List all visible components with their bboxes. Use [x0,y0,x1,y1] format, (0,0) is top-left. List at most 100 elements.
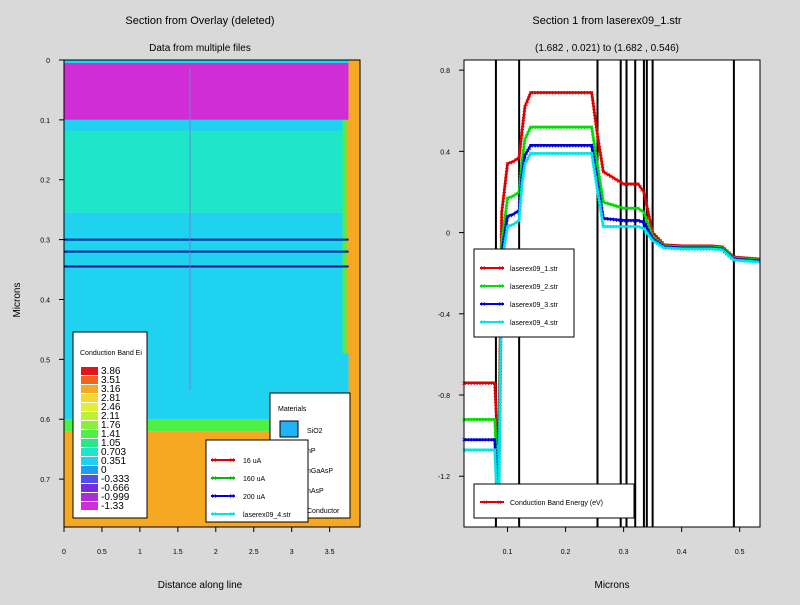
curve-marker: × [575,141,580,150]
curve-marker: × [470,446,475,455]
curve-marker: × [610,223,615,232]
curve-marker: × [729,254,734,263]
curve-marker: × [557,123,562,132]
curve-marker: × [505,194,510,203]
curve-marker: × [493,463,498,472]
curve-marker: × [743,257,748,266]
curve-marker: × [590,126,595,135]
curve-marker: × [597,143,602,152]
curve-marker: × [594,125,599,134]
curve-marker: × [552,141,557,150]
colorbar-swatch [81,412,98,420]
curve-marker: × [527,126,532,135]
right-plot-frame [463,59,761,528]
curve-marker: × [618,203,623,212]
curve-marker: × [498,352,503,361]
material-label: SiO2 [307,428,323,435]
curve-marker: × [549,141,554,150]
curve-marker: × [591,104,596,113]
curve-marker: × [596,137,601,146]
curve-marker: × [522,141,527,150]
curve-marker: × [642,218,647,227]
right-y-tick-label: 0 [446,231,450,238]
curve-marker: × [495,466,500,475]
curve-marker: × [502,218,507,227]
curve-marker: × [511,210,516,219]
curve-marker: × [493,430,498,439]
curve-marker: × [528,149,533,158]
curve-marker: × [642,188,647,197]
curve-marker: × [604,223,609,232]
curve-marker: × [630,216,635,225]
curve-marker: × [647,229,652,238]
heatmap-edge-stripe [346,119,350,354]
curve-marker: × [493,418,498,427]
curve-marker: × [482,379,487,388]
colorbar-level-label: -0.666 [101,483,130,494]
curve-marker: × [473,415,478,424]
curve-marker: × [711,245,716,254]
curve-marker: × [521,146,526,155]
left-plot-subtitle: Data from multiple files [149,43,251,54]
curve-marker: × [531,89,536,98]
colorbar-swatch [81,475,98,483]
curve-marker: × [514,208,519,217]
curve-marker: × [575,123,580,132]
curve-marker: × [493,460,498,469]
curve-marker: × [497,454,502,463]
curve-marker: × [534,141,539,150]
colorbar-swatch [81,385,98,393]
curve-marker: × [511,192,516,201]
curve-marker: × [594,180,599,189]
right-y-tick-label: -0.4 [438,312,450,319]
curve-marker: × [717,246,722,255]
curve-marker: × [497,442,502,451]
curve-marker: × [504,166,509,175]
curve-marker: × [521,171,526,180]
curve-marker: × [534,149,539,158]
curve-marker: × [494,475,499,484]
right-y-tick-label: -0.8 [438,393,450,400]
series-legend-box [205,439,309,523]
curve-marker: × [593,174,598,183]
curve-marker: × [520,152,525,161]
curve-marker: × [646,227,651,236]
curve-marker: × [593,163,598,172]
curve-marker: × [497,478,502,487]
curve-marker: × [563,89,568,98]
left-x-tick-label: 0.5 [97,549,107,556]
curve-marker: × [498,403,503,412]
curve-marker: × [640,185,645,194]
curve-marker: × [493,385,498,394]
curve-marker: × [525,155,530,164]
curve-marker: × [493,433,498,442]
curve-marker: × [508,193,513,202]
curve-marker: × [591,101,596,110]
heatmap-region [64,131,349,213]
curve-marker: × [668,244,673,253]
curve-marker: × [498,334,503,343]
curve-marker: × [502,215,507,224]
curve-marker: × [660,242,665,251]
curve-marker: × [476,446,481,455]
curve-marker: × [619,178,624,187]
curve-marker: × [527,91,532,100]
curve-marker: × [519,161,524,170]
curve-marker: × [517,210,522,219]
curve-marker: × [642,208,647,217]
curve-marker: × [546,123,551,132]
curve-marker: × [519,192,524,201]
curve-marker: × [519,130,524,139]
curve-marker: × [601,223,606,232]
curve-marker: × [494,406,499,415]
curve-marker: × [504,232,509,241]
curve-marker: × [494,478,499,487]
curve-marker: × [621,180,626,189]
colorbar-swatch [81,457,98,465]
curve-marker: × [494,409,499,418]
curve-marker: × [518,195,523,204]
left-y-tick-label: 0.5 [40,357,50,364]
curve-marker: × [639,206,644,215]
curve-marker: × [519,186,524,195]
curve-marker: × [504,203,509,212]
